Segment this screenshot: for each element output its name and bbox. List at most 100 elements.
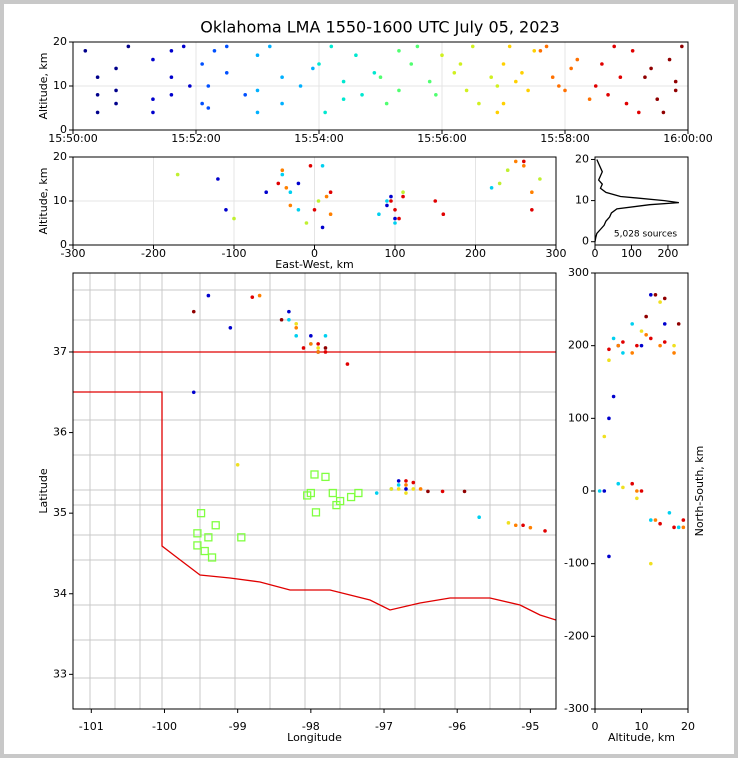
source-point bbox=[296, 208, 301, 212]
x-tick-label: 300 bbox=[546, 247, 567, 260]
source-point bbox=[676, 322, 681, 326]
x-tick-label: 100 bbox=[621, 247, 642, 260]
source-point bbox=[440, 53, 444, 57]
source-point bbox=[224, 208, 228, 212]
source-point bbox=[621, 351, 625, 355]
source-point bbox=[377, 212, 381, 216]
station bbox=[207, 553, 217, 562]
source-point bbox=[489, 186, 494, 190]
x-tick-label: 200 bbox=[465, 247, 486, 260]
source-point bbox=[630, 481, 634, 486]
source-point bbox=[621, 485, 625, 490]
source-point bbox=[316, 350, 320, 354]
source-point bbox=[411, 487, 416, 491]
source-point bbox=[427, 79, 432, 84]
y-tick-label: 100 bbox=[568, 411, 589, 424]
source-point bbox=[607, 358, 611, 363]
source-point bbox=[280, 168, 285, 172]
source-point bbox=[354, 53, 358, 57]
source-point bbox=[280, 172, 285, 177]
source-point bbox=[316, 342, 320, 346]
y-tick-label: 10 bbox=[53, 194, 67, 207]
source-point bbox=[415, 44, 420, 49]
source-point bbox=[232, 216, 236, 221]
source-point bbox=[618, 75, 623, 79]
source-point bbox=[301, 346, 306, 350]
source-point bbox=[323, 346, 328, 350]
source-point bbox=[324, 194, 329, 199]
source-point bbox=[397, 216, 401, 221]
station bbox=[332, 500, 341, 510]
source-point bbox=[643, 75, 647, 79]
source-point bbox=[411, 480, 416, 485]
y-tick-label: 0 bbox=[60, 123, 67, 136]
station bbox=[303, 491, 312, 500]
source-point bbox=[514, 79, 518, 84]
source-point bbox=[114, 101, 118, 106]
source-point bbox=[389, 487, 394, 491]
source-point bbox=[294, 326, 299, 330]
source-point bbox=[477, 515, 481, 519]
source-point bbox=[396, 479, 401, 483]
station bbox=[211, 521, 220, 530]
x-tick-label: 15:56:00 bbox=[417, 132, 466, 145]
source-point bbox=[298, 84, 303, 88]
source-point bbox=[489, 75, 494, 79]
source-point bbox=[507, 44, 512, 49]
source-point bbox=[212, 49, 217, 53]
source-point bbox=[384, 101, 389, 106]
annotation: 5,028 sources bbox=[614, 230, 678, 240]
source-point bbox=[235, 463, 240, 467]
source-point bbox=[320, 164, 325, 168]
source-point bbox=[543, 529, 547, 533]
source-point bbox=[393, 216, 397, 221]
source-point bbox=[462, 489, 467, 494]
source-point bbox=[323, 350, 328, 354]
source-point bbox=[611, 336, 616, 341]
source-point bbox=[607, 416, 611, 421]
source-point bbox=[550, 75, 555, 79]
station bbox=[311, 508, 321, 517]
source-point bbox=[175, 172, 180, 177]
source-point bbox=[681, 525, 686, 530]
source-point bbox=[667, 511, 672, 515]
station bbox=[196, 509, 206, 518]
station bbox=[354, 488, 363, 498]
source-point bbox=[513, 159, 518, 164]
source-point bbox=[288, 190, 293, 194]
source-point bbox=[597, 489, 602, 493]
source-point bbox=[658, 300, 662, 304]
plot-frame bbox=[72, 156, 557, 246]
x-tick-label: -97 bbox=[375, 720, 393, 733]
x-tick-label: 0 bbox=[592, 247, 599, 260]
altitude-histogram bbox=[594, 159, 679, 242]
station bbox=[328, 488, 337, 498]
station bbox=[193, 541, 202, 550]
source-point bbox=[606, 93, 610, 97]
x-tick-label: 200 bbox=[657, 247, 678, 260]
source-point bbox=[206, 293, 211, 298]
source-point bbox=[374, 491, 379, 495]
source-point bbox=[506, 521, 511, 525]
source-point bbox=[433, 199, 438, 203]
source-point bbox=[341, 97, 346, 101]
source-point bbox=[649, 66, 653, 71]
source-point bbox=[630, 351, 634, 355]
source-point bbox=[268, 44, 272, 49]
x-tick-label: 15:54:00 bbox=[294, 132, 343, 145]
source-point bbox=[224, 71, 229, 75]
source-point bbox=[284, 186, 289, 190]
source-point bbox=[672, 525, 676, 530]
source-point bbox=[495, 84, 500, 88]
source-point bbox=[151, 97, 155, 101]
source-point bbox=[304, 221, 309, 225]
source-point bbox=[323, 334, 328, 338]
y-tick-label: 20 bbox=[53, 150, 67, 163]
source-point bbox=[662, 340, 667, 344]
x-tick-label: -95 bbox=[521, 720, 539, 733]
source-point bbox=[401, 190, 405, 194]
source-point bbox=[191, 309, 196, 314]
source-point bbox=[593, 84, 598, 88]
x-tick-label: 0 bbox=[311, 247, 318, 260]
source-point bbox=[276, 181, 281, 186]
